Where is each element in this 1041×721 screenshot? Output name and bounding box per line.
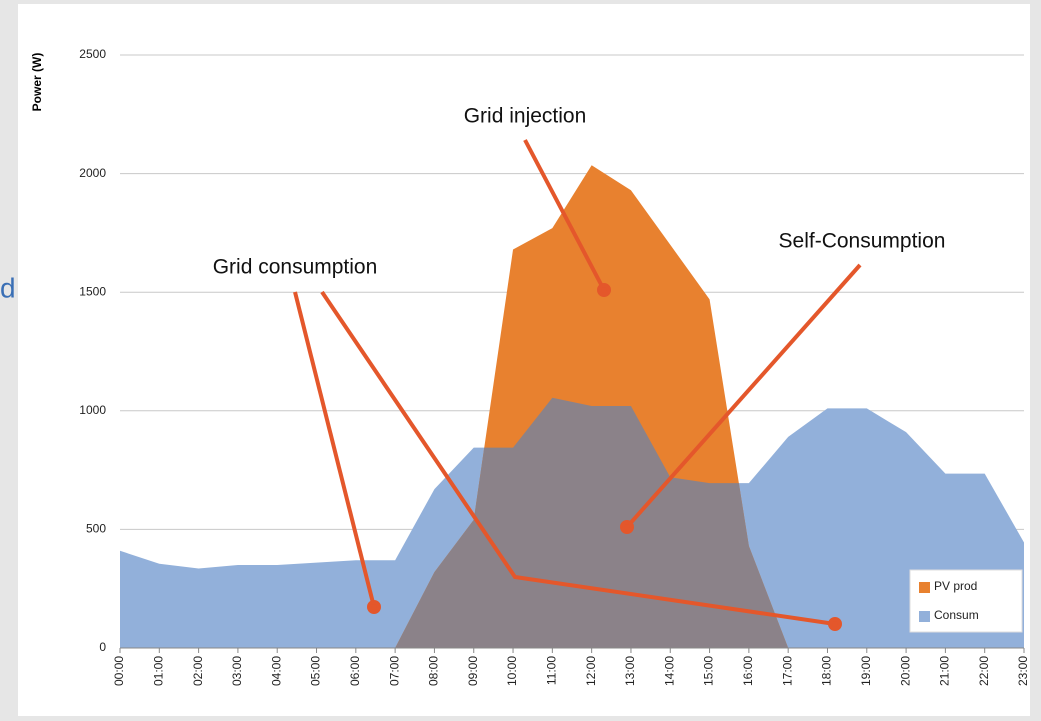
x-tick-label: 02:00	[191, 656, 205, 686]
x-tick-label: 11:00	[545, 656, 559, 685]
legend-swatch	[919, 582, 930, 593]
x-tick-label: 21:00	[938, 656, 952, 686]
x-tick-label: 18:00	[820, 656, 834, 686]
annotation-pointers	[293, 139, 862, 631]
pointer	[625, 263, 862, 529]
legend-label: Consum	[934, 608, 979, 622]
pointer	[320, 290, 836, 626]
annotation: Grid injection	[464, 105, 587, 128]
pointer	[523, 139, 606, 291]
y-tick-label: 2000	[79, 166, 106, 180]
y-axis-label: Power (W)	[30, 53, 44, 112]
pointer-dot	[620, 520, 634, 534]
x-tick-label: 08:00	[427, 656, 441, 686]
pointer-dot	[597, 283, 611, 297]
x-tick-label: 01:00	[151, 656, 165, 686]
x-tick-label: 19:00	[859, 656, 873, 686]
x-tick-label: 12:00	[584, 656, 598, 686]
legend-swatch	[919, 611, 930, 622]
pointer	[293, 291, 376, 608]
x-tick-label: 15:00	[702, 656, 716, 686]
annotation: Grid consumption	[213, 256, 378, 279]
annotation: Self-Consumption	[779, 230, 946, 253]
x-tick-label: 16:00	[741, 656, 755, 686]
y-tick-label: 2500	[79, 47, 106, 61]
legend: PV prod Consum	[909, 569, 1023, 633]
x-tick-label: 03:00	[230, 656, 244, 686]
x-tick-label: 06:00	[348, 656, 362, 686]
pointer-dot	[828, 617, 842, 631]
x-tick-label: 14:00	[662, 656, 676, 686]
legend-label: PV prod	[934, 579, 977, 593]
plot: 0 500 1000 1500 2000 2500 00:00 01:00 02:00 03:00…	[79, 47, 1030, 686]
x-tick-label: 07:00	[387, 656, 401, 686]
x-tick-label: 23:00	[1016, 656, 1030, 686]
y-tick-label: 1000	[79, 403, 106, 417]
x-tick-label: 00:00	[112, 656, 126, 686]
y-tick-label: 500	[86, 522, 106, 536]
x-tick-label: 09:00	[466, 656, 480, 686]
x-tick-label: 13:00	[623, 656, 637, 686]
x-tick-label: 04:00	[269, 656, 283, 686]
y-tick-label: 0	[99, 640, 106, 654]
pointer-dot	[367, 600, 381, 614]
x-tick-label: 22:00	[977, 656, 991, 686]
slide-fragment: d	[0, 272, 16, 303]
overlap-area	[120, 397, 1024, 648]
y-tick-label: 1500	[79, 284, 106, 298]
x-tick-label: 10:00	[505, 656, 519, 686]
x-tick-label: 17:00	[780, 656, 794, 686]
x-tick-label: 05:00	[309, 656, 323, 686]
x-tick-label: 20:00	[898, 656, 912, 686]
